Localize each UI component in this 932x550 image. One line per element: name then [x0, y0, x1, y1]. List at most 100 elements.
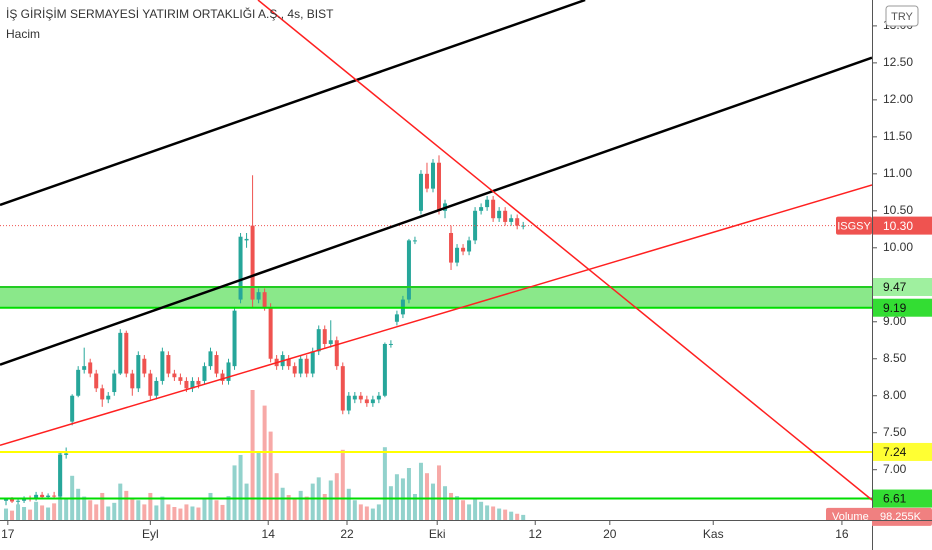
volume-bar [244, 483, 249, 520]
volume-bar [226, 496, 231, 520]
volume-bar [406, 468, 411, 520]
y-tick-label: 12.00 [883, 92, 913, 106]
last-price-label: 10.30 [883, 219, 913, 233]
candle-body [491, 199, 496, 219]
x-tick-label: Kas [703, 527, 724, 541]
volume-bar [479, 501, 484, 520]
candle-body [406, 240, 411, 300]
candle-body [268, 306, 273, 359]
trend-line [0, 56, 872, 366]
candle-body [358, 395, 363, 400]
candle-body [316, 329, 321, 352]
candle-body [370, 399, 375, 404]
candle-body [334, 340, 339, 367]
y-tick-label: 7.00 [883, 462, 907, 476]
candle-body [328, 340, 333, 344]
time-axis-bg [0, 521, 872, 550]
candle-body [292, 366, 297, 374]
y-tick-label: 10.00 [883, 240, 913, 254]
y-tick-label: 12.50 [883, 55, 913, 69]
volume-bar [449, 492, 454, 520]
candle-body [58, 454, 63, 497]
volume-bar [166, 504, 171, 520]
trend-line [257, 0, 872, 501]
volume-bar [418, 462, 423, 520]
volume-bar [503, 509, 508, 520]
candle-body [52, 495, 57, 497]
volume-bar [22, 507, 27, 520]
volume-bar [274, 473, 279, 520]
volume-bar [184, 504, 189, 520]
volume-bar [467, 504, 472, 520]
volume-bar [238, 455, 243, 520]
symbol-label: ISGSY [837, 221, 871, 233]
candle-body [130, 373, 135, 389]
candle-body [178, 377, 183, 381]
volume-bar [4, 508, 9, 520]
plot-area [0, 0, 872, 520]
x-tick-label: Eyl [142, 527, 159, 541]
candle-body [449, 233, 454, 263]
candle-body [455, 247, 460, 263]
volume-bar [515, 513, 520, 520]
level-label: 9.47 [883, 280, 907, 294]
volume-bar [16, 504, 21, 520]
y-tick-label: 8.50 [883, 351, 907, 365]
candle-body [424, 173, 429, 189]
candle-body [160, 351, 165, 381]
level-label-bg [873, 489, 932, 508]
candle-body [304, 358, 309, 374]
volume-bar [76, 488, 81, 520]
y-tick-label: 11.50 [883, 129, 912, 143]
volume-bar [28, 509, 33, 520]
candle-body [166, 355, 171, 374]
candle-body [485, 199, 490, 208]
volume-bar [118, 483, 123, 520]
candle-body [244, 238, 249, 241]
volume-bar [443, 486, 448, 520]
x-tick-label: 16 [835, 527, 849, 541]
y-tick-label: 8.00 [883, 388, 907, 402]
volume-label-name: Volume [832, 511, 869, 523]
volume-bar [94, 504, 99, 520]
volume-bar [208, 492, 213, 520]
volume-bar [461, 500, 466, 520]
candle-body [82, 366, 87, 370]
volume-bar [178, 508, 183, 520]
zone [0, 286, 872, 308]
volume-legend: Hacim [6, 27, 40, 41]
volume-bar [268, 431, 273, 520]
volume-bar [64, 499, 69, 520]
candle-body [118, 332, 123, 374]
volume-bar [322, 494, 327, 520]
candle-body [503, 210, 508, 222]
candle-body [148, 373, 153, 396]
candle-body [34, 494, 39, 500]
volume-bar [124, 490, 129, 520]
volume-bar [262, 405, 267, 520]
candle-body [388, 343, 393, 345]
level-label: 9.19 [883, 301, 907, 315]
volume-bar [509, 511, 514, 520]
volume-bar [328, 480, 333, 520]
volume-bar [202, 499, 207, 520]
candle-body [88, 362, 93, 374]
candle-body [322, 329, 327, 344]
candle-body [136, 355, 141, 389]
candle-body [298, 358, 303, 374]
candle-body [106, 395, 111, 400]
volume-bar [491, 506, 496, 520]
candle-body [340, 366, 345, 411]
candle-body [208, 351, 213, 367]
candle-body [430, 162, 435, 189]
candle-body [202, 366, 207, 381]
candle-body [4, 499, 9, 501]
candle-body [256, 292, 261, 300]
volume-bar [40, 505, 45, 520]
candle-body [190, 380, 195, 389]
candle-body [172, 373, 177, 378]
candle-body [521, 225, 526, 227]
volume-bar [280, 487, 285, 520]
x-tick-label: 22 [340, 527, 354, 541]
